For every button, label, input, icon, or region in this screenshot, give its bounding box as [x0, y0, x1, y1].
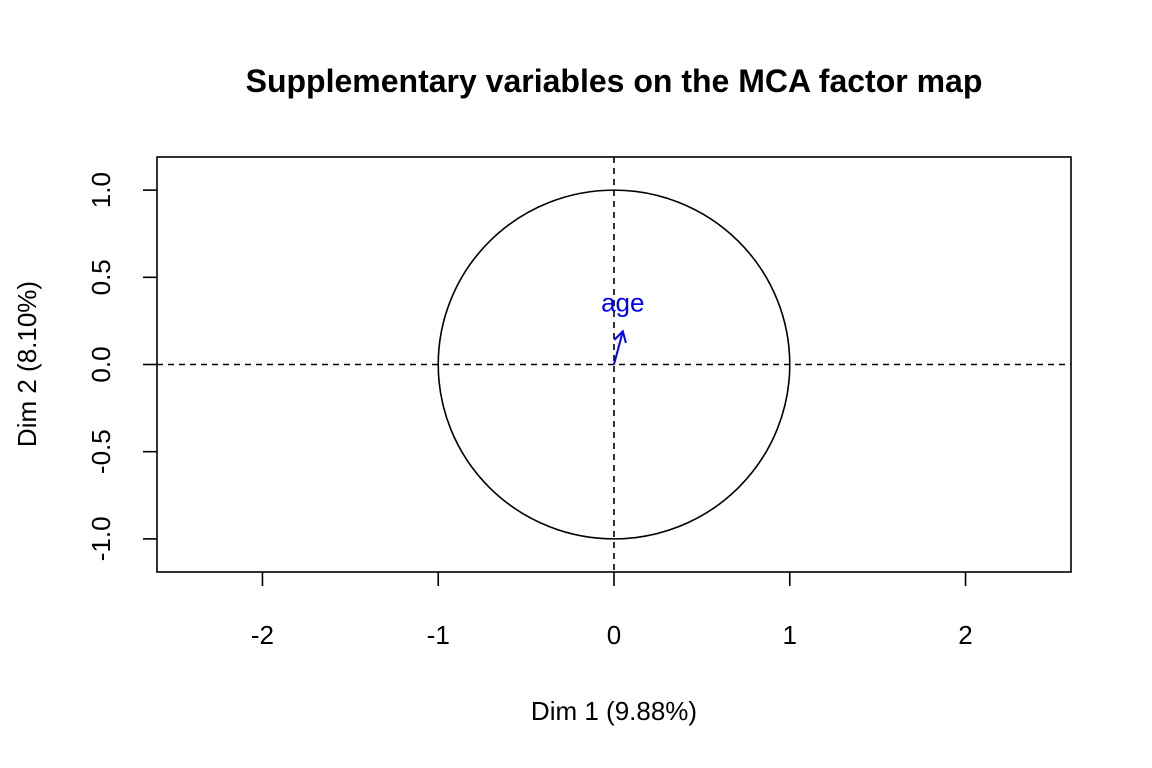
variable-arrowhead-age: [613, 329, 627, 344]
correlation-circle: [437, 189, 791, 540]
chart-title: Supplementary variables on the MCA facto…: [246, 63, 983, 99]
y-tick-label: -0.5: [86, 429, 116, 474]
y-tick-label: 0.5: [86, 259, 116, 295]
y-tick-label: -1.0: [86, 516, 116, 561]
x-tick-label: 1: [783, 620, 797, 650]
y-tick-label: 1.0: [86, 172, 116, 208]
x-tick-label: 2: [958, 620, 972, 650]
x-tick-label: 0: [607, 620, 621, 650]
x-axis-label: Dim 1 (9.88%): [531, 696, 697, 726]
y-axis-label: Dim 2 (8.10%): [12, 281, 42, 447]
plot-area: -2 -1 0 1 2 -1.0 -0.5 0.0 0.5 1.0 age: [86, 156, 1072, 650]
x-tick-label: -1: [427, 620, 450, 650]
variable-arrow-age: [613, 331, 624, 365]
variable-label-age: age: [601, 287, 644, 317]
y-tick-label: 0.0: [86, 346, 116, 382]
x-tick-label: -2: [251, 620, 274, 650]
